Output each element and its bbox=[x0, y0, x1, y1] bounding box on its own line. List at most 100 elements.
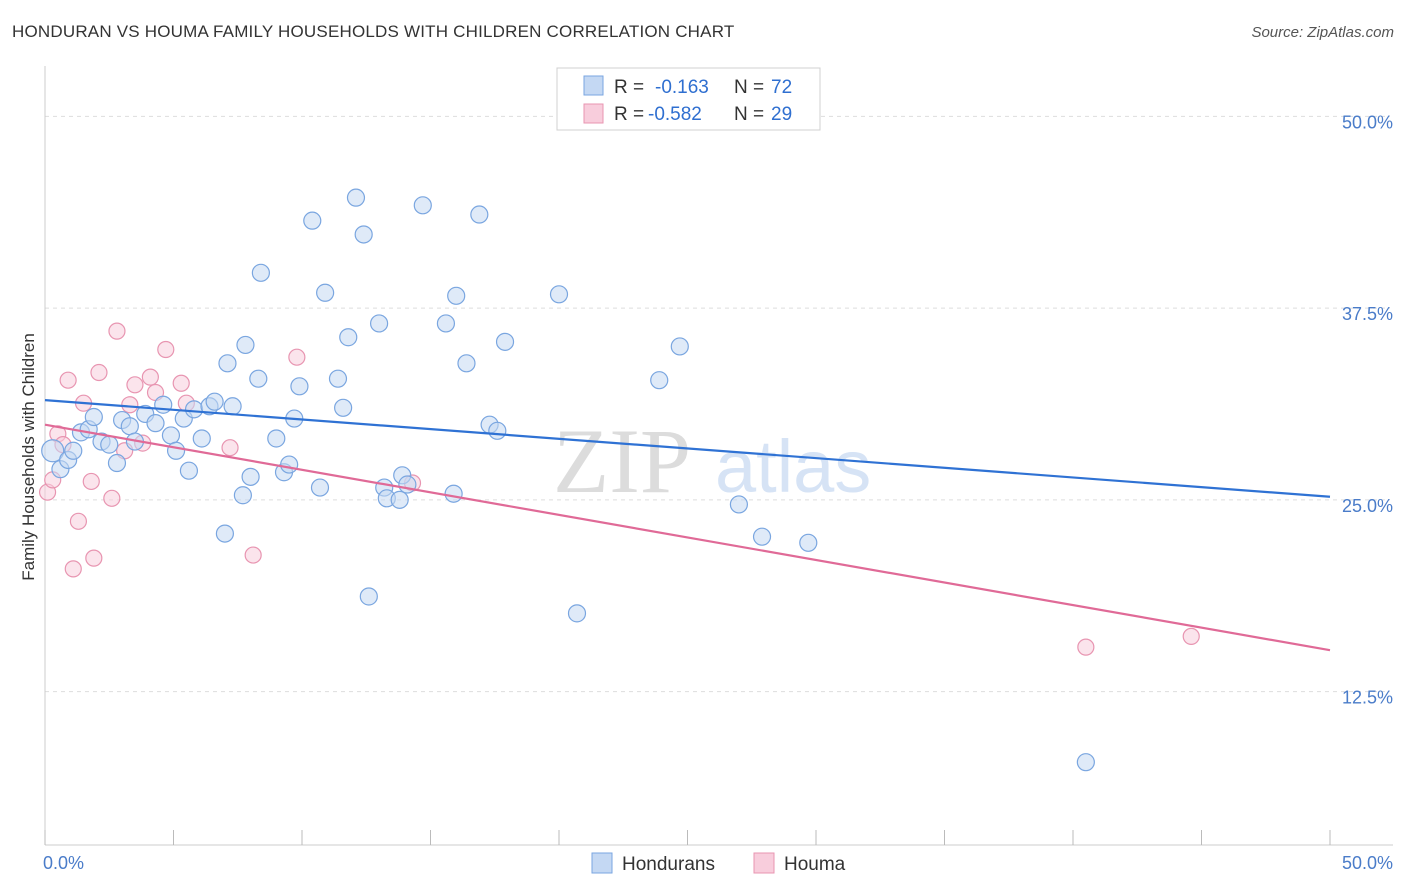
houma-point bbox=[69, 512, 88, 530]
y-tick-label: 37.5% bbox=[1342, 304, 1393, 324]
bottom-legend-swatch-houma bbox=[753, 852, 775, 874]
hondurans-point bbox=[249, 369, 268, 388]
hondurans-point bbox=[303, 211, 322, 230]
legend-n-value-hondurans: 72 bbox=[771, 77, 792, 98]
legend-n-label: N = bbox=[734, 104, 764, 125]
hondurans-point bbox=[290, 377, 309, 396]
hondurans-point bbox=[107, 453, 127, 473]
x-tick-label: 50.0% bbox=[1342, 853, 1393, 873]
hondurans-point bbox=[567, 604, 587, 623]
hondurans-point bbox=[120, 417, 139, 436]
chart-title: HONDURAN VS HOUMA FAMILY HOUSEHOLDS WITH… bbox=[12, 22, 735, 41]
legend-n-label: N = bbox=[734, 77, 764, 98]
hondurans-point bbox=[444, 484, 463, 503]
hondurans-point bbox=[370, 314, 389, 333]
hondurans-point bbox=[41, 439, 65, 463]
series-legend: Hondurans Houma bbox=[591, 852, 846, 875]
y-tick-labels: 50.0% 37.5% 25.0% 12.5% bbox=[1342, 112, 1393, 707]
hondurans-point bbox=[218, 354, 237, 373]
hondurans-point bbox=[192, 429, 211, 448]
legend-r-label: R = bbox=[614, 77, 644, 98]
hondurans-point bbox=[495, 332, 515, 351]
houma-point bbox=[288, 348, 306, 366]
hondurans-point bbox=[390, 490, 409, 509]
series-houma-points bbox=[38, 322, 1200, 656]
hondurans-point bbox=[334, 398, 353, 417]
houma-point bbox=[141, 368, 159, 386]
hondurans-point bbox=[267, 429, 286, 448]
hondurans-point bbox=[354, 225, 373, 244]
bottom-legend-label-hondurans: Hondurans bbox=[622, 854, 715, 875]
hondurans-point bbox=[215, 524, 234, 543]
houma-point bbox=[103, 489, 121, 507]
legend-swatch-hondurans bbox=[583, 75, 604, 96]
watermark-zip: ZIP bbox=[553, 410, 691, 512]
hondurans-point bbox=[799, 533, 818, 552]
hondurans-point bbox=[413, 196, 432, 215]
hondurans-point bbox=[179, 461, 199, 480]
hondurans-point bbox=[328, 369, 348, 388]
hondurans-point bbox=[84, 407, 103, 427]
houma-point bbox=[121, 396, 139, 414]
houma-point bbox=[85, 549, 103, 567]
houma-point bbox=[1182, 627, 1200, 645]
hondurans-point bbox=[488, 421, 507, 440]
legend-r-value-houma: -0.582 bbox=[648, 104, 702, 125]
grid-lines bbox=[45, 115, 1390, 693]
y-tick-label: 25.0% bbox=[1342, 496, 1393, 516]
trend-lines bbox=[44, 399, 1331, 652]
hondurans-point bbox=[470, 205, 489, 224]
hondurans-trend-line bbox=[44, 399, 1331, 498]
hondurans-point bbox=[457, 354, 476, 373]
hondurans-point bbox=[339, 328, 358, 347]
y-tick-label: 50.0% bbox=[1342, 112, 1393, 132]
houma-trend-line bbox=[44, 423, 1331, 652]
x-tick-labels: 0.0% 50.0% bbox=[43, 853, 1393, 873]
y-tick-label: 12.5% bbox=[1342, 688, 1393, 708]
hondurans-point bbox=[436, 314, 456, 333]
series-hondurans-points bbox=[41, 188, 1095, 772]
watermark-atlas: atlas bbox=[715, 425, 871, 508]
houma-point bbox=[172, 374, 190, 392]
houma-point bbox=[59, 371, 77, 389]
hondurans-point bbox=[236, 335, 255, 355]
hondurans-point bbox=[205, 392, 224, 411]
hondurans-point bbox=[166, 441, 186, 460]
stats-legend: R = -0.163 N = 72 R = -0.582 N = 29 bbox=[556, 67, 821, 131]
hondurans-point bbox=[549, 285, 569, 304]
hondurans-point bbox=[359, 587, 378, 606]
hondurans-point bbox=[154, 395, 173, 414]
y-axis-title: Family Households with Children bbox=[19, 333, 38, 581]
houma-point bbox=[244, 546, 262, 564]
hondurans-point bbox=[146, 414, 165, 433]
legend-swatch-houma bbox=[583, 103, 604, 124]
legend-r-label: R = bbox=[614, 104, 644, 125]
houma-point bbox=[157, 340, 175, 359]
hondurans-point bbox=[447, 286, 466, 305]
hondurans-point bbox=[670, 337, 689, 356]
source-label: Source: ZipAtlas.com bbox=[1251, 24, 1394, 41]
houma-point bbox=[1077, 638, 1095, 656]
legend-n-value-houma: 29 bbox=[771, 104, 792, 125]
hondurans-point bbox=[184, 400, 204, 419]
legend-r-value-hondurans: -0.163 bbox=[655, 77, 709, 98]
houma-point bbox=[90, 363, 108, 382]
hondurans-point bbox=[316, 283, 335, 302]
houma-point bbox=[82, 472, 100, 491]
bottom-legend-label-houma: Houma bbox=[784, 854, 846, 875]
houma-point bbox=[64, 560, 82, 578]
hondurans-point bbox=[729, 495, 749, 514]
hondurans-point bbox=[100, 435, 119, 454]
houma-point bbox=[108, 322, 126, 340]
bottom-legend-swatch-hondurans bbox=[591, 852, 613, 874]
hondurans-point bbox=[1076, 753, 1095, 772]
hondurans-point bbox=[650, 371, 669, 390]
hondurans-point bbox=[241, 467, 260, 486]
hondurans-point bbox=[64, 441, 83, 460]
houma-point bbox=[221, 439, 239, 457]
hondurans-point bbox=[398, 475, 417, 494]
watermark: ZIP atlas bbox=[553, 410, 871, 512]
hondurans-point bbox=[161, 426, 181, 445]
hondurans-point bbox=[346, 188, 366, 207]
